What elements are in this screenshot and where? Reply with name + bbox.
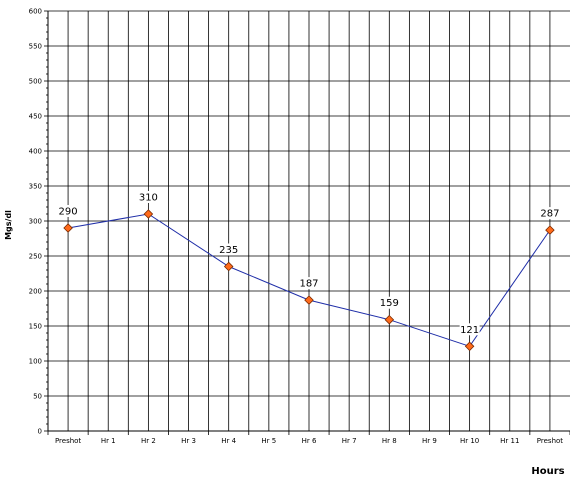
- x-tick-label: Preshot: [55, 437, 81, 445]
- data-point: [464, 341, 475, 352]
- data-label: 159: [380, 298, 399, 309]
- x-tick-label: Hr 11: [500, 437, 519, 445]
- x-tick-label: Hr 7: [342, 437, 357, 445]
- data-label-background: [138, 191, 159, 203]
- x-tick-label: Hr 5: [261, 437, 276, 445]
- x-tick-label: Hr 2: [141, 437, 156, 445]
- x-tick-labels: Preshot Hr 1 Hr 2 Hr 3 Hr 4 Hr 5 Hr 6 Hr 7 Hr 8 H…: [55, 437, 563, 445]
- data-label: 235: [219, 245, 238, 256]
- x-tick-label: Hr 6: [302, 437, 317, 445]
- x-axis-label: Hours: [531, 466, 564, 477]
- data-label-background: [459, 323, 480, 336]
- y-tick-label: 150: [29, 323, 42, 331]
- major-gridlines: [48, 10, 570, 397]
- y-tick-label: 0: [38, 428, 42, 436]
- data-point: [223, 261, 234, 272]
- y-tick-label: 450: [29, 113, 42, 121]
- data-label-background: [379, 296, 400, 309]
- y-axis-label: Mgs/dl: [4, 210, 13, 240]
- x-tick-label: Hr 3: [181, 437, 196, 445]
- x-tick-label: Preshot: [537, 437, 563, 445]
- axes: [44, 10, 570, 435]
- data-label-background: [58, 205, 79, 217]
- y-tick-label: 550: [29, 43, 42, 51]
- series-group: 290 310 235 187 159 121 287: [58, 191, 560, 352]
- y-tick-labels: 0 50 100 150 200 250 300 350 400 450 500 550 600: [29, 8, 42, 436]
- data-label: 287: [540, 209, 559, 220]
- data-point: [304, 295, 314, 305]
- x-tick-label: Hr 10: [460, 437, 479, 445]
- data-label-background: [539, 207, 560, 220]
- data-label: 290: [59, 207, 78, 218]
- y-tick-label: 600: [29, 8, 42, 16]
- data-point: [143, 209, 154, 219]
- data-label-background: [299, 277, 319, 290]
- y-tick-label: 300: [29, 218, 42, 226]
- y-tick-label: 50: [33, 393, 42, 401]
- x-tick-label: Hr 9: [422, 437, 437, 445]
- x-tick-label: Hr 8: [382, 437, 397, 445]
- data-label: 121: [460, 325, 479, 336]
- data-label: 187: [299, 279, 318, 290]
- y-tick-label: 500: [29, 78, 42, 86]
- y-tick-label: 100: [29, 358, 42, 366]
- data-label-background: [218, 243, 239, 256]
- y-tick-label: 400: [29, 148, 42, 156]
- y-tick-label: 350: [29, 183, 42, 191]
- data-label: 310: [139, 193, 158, 204]
- x-tick-label: Hr 4: [221, 437, 236, 445]
- data-point: [63, 223, 73, 233]
- data-point: [384, 314, 395, 325]
- data-point: [545, 225, 555, 235]
- y-tick-label: 250: [29, 253, 42, 261]
- y-tick-label: 200: [29, 288, 42, 296]
- x-tick-label: Hr 1: [101, 437, 116, 445]
